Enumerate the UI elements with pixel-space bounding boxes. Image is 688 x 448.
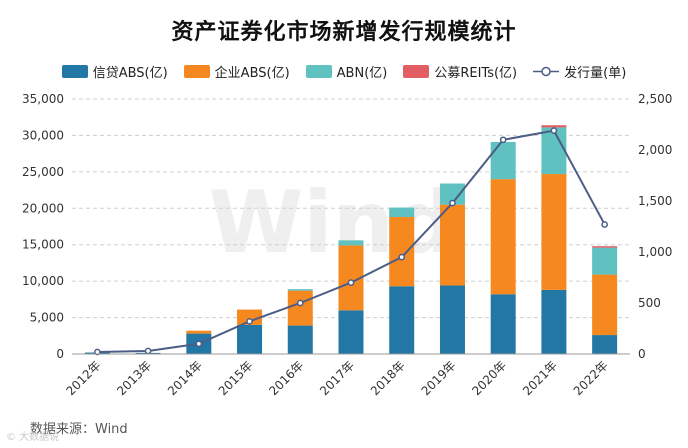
issuance-count-point	[550, 127, 558, 134]
bar-loan-abs	[237, 324, 263, 354]
bar-corporate-abs	[439, 204, 465, 286]
issuance-count-point	[601, 221, 608, 228]
bar-abn	[338, 240, 364, 246]
bar-loan-abs	[592, 335, 618, 354]
legend-swatch-corporate-abs	[183, 65, 210, 78]
x-tick-label: 2016年	[266, 358, 306, 398]
x-tick-label: 2013年	[114, 358, 154, 398]
y-left-tick-label: 5,000	[30, 311, 64, 325]
legend-item-abn[interactable]: ABN(亿)	[305, 62, 388, 81]
bar-corporate-abs	[490, 179, 516, 295]
legend-label-corporate-abs: 企业ABS(亿)	[214, 66, 290, 81]
x-tick-label: 2015年	[216, 358, 256, 398]
y-right-tick-label: 2,000	[638, 143, 672, 157]
background-watermark: Wind	[208, 173, 455, 273]
legend-item-public-reits[interactable]: 公募REITs(亿)	[403, 62, 517, 81]
issuance-count-point	[499, 136, 507, 144]
legend-line-marker-icon	[533, 66, 560, 77]
corner-watermark: © 大数据说	[6, 432, 60, 443]
legend-swatch-abn	[305, 65, 332, 78]
y-right-tick-label: 0	[638, 347, 646, 361]
bar-abn	[592, 247, 618, 275]
legend-item-issuance-count[interactable]: 发行量(单)	[533, 62, 626, 81]
bar-abn	[287, 289, 313, 291]
x-tick-label: 2020年	[469, 358, 509, 398]
y-left-tick-label: 15,000	[22, 238, 64, 252]
x-tick-label: 2012年	[64, 358, 104, 398]
y-right-tick-label: 500	[638, 296, 661, 310]
legend-item-loan-abs[interactable]: 信贷ABS(亿)	[61, 62, 168, 81]
issuance-count-point	[398, 253, 406, 261]
legend-label-loan-abs: 信贷ABS(亿)	[92, 66, 168, 81]
source-note: 数据来源：Wind	[30, 422, 128, 437]
bar-loan-abs	[389, 286, 415, 354]
issuance-count-point	[94, 348, 101, 356]
bar-loan-abs	[490, 294, 516, 354]
y-left-tick-label: 35,000	[22, 92, 64, 106]
bar-abn	[439, 183, 465, 205]
x-tick-label: 2018年	[368, 358, 408, 398]
bar-abn	[541, 127, 567, 175]
bar-corporate-abs	[541, 174, 567, 290]
bar-corporate-abs	[186, 330, 212, 334]
legend-label-issuance-count: 发行量(单)	[564, 66, 627, 81]
y-right-tick-label: 2,500	[638, 92, 672, 106]
issuance-count-point	[449, 199, 456, 207]
y-left-tick-label: 10,000	[22, 274, 64, 288]
y-right-tick-label: 1,500	[638, 194, 672, 208]
bar-abn	[490, 141, 516, 180]
bar-public-reits	[592, 246, 618, 248]
bar-loan-abs	[541, 289, 567, 354]
x-tick-label: 2019年	[419, 358, 459, 398]
legend-label-public-reits: 公募REITs(亿)	[434, 66, 518, 81]
legend-swatch-public-reits	[403, 65, 430, 78]
bar-public-reits	[541, 125, 567, 128]
bar-corporate-abs	[287, 290, 313, 326]
y-left-tick-label: 0	[56, 347, 64, 361]
x-tick-label: 2014年	[165, 358, 205, 398]
issuance-count-point	[347, 279, 355, 286]
y-right-tick-label: 1,000	[638, 245, 672, 259]
bar-loan-abs	[439, 285, 465, 354]
issuance-count-point	[246, 318, 253, 325]
x-tick-label: 2022年	[571, 358, 611, 398]
issuance-count-point	[296, 299, 304, 307]
bar-corporate-abs	[237, 309, 263, 325]
y-left-tick-label: 20,000	[22, 201, 64, 215]
legend-label-abn: ABN(亿)	[336, 66, 388, 81]
bar-loan-abs	[338, 310, 364, 354]
legend-item-corporate-abs[interactable]: 企业ABS(亿)	[183, 62, 290, 81]
chart-title: 资产证券化市场新增发行规模统计	[171, 20, 517, 45]
bar-corporate-abs	[389, 217, 415, 287]
bar-loan-abs	[287, 325, 313, 354]
legend-swatch-loan-abs	[61, 65, 88, 78]
y-left-tick-label: 25,000	[22, 165, 64, 179]
chart-legend: 信贷ABS(亿) 企业ABS(亿) ABN(亿) 公募REITs(亿) 发行量(…	[0, 62, 688, 81]
x-tick-label: 2017年	[317, 358, 357, 398]
bar-corporate-abs	[592, 274, 618, 336]
bar-abn	[389, 207, 415, 218]
issuance-count-point	[195, 340, 203, 348]
issuance-count-point	[144, 347, 152, 355]
y-left-tick-label: 30,000	[22, 128, 64, 142]
x-tick-label: 2021年	[520, 358, 560, 398]
